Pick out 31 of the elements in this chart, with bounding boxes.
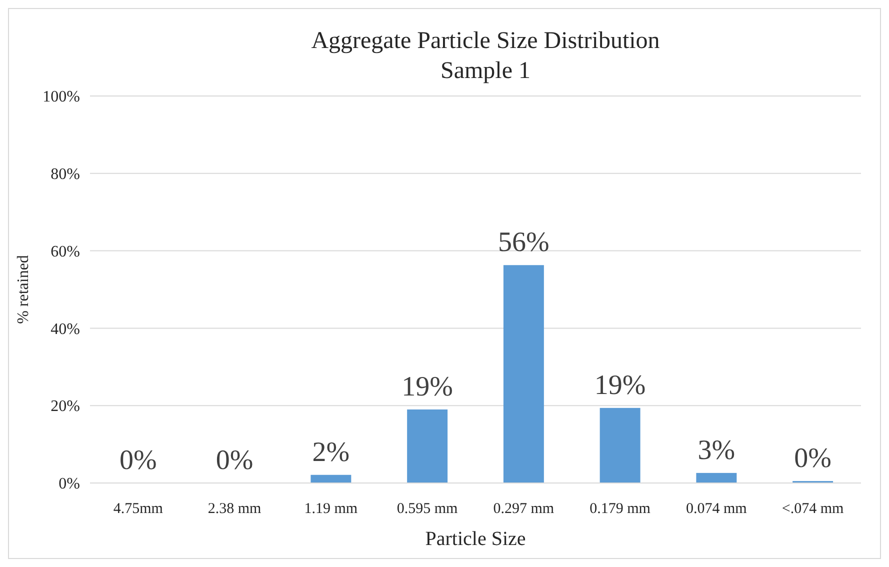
x-tick-label: 1.19 mm [304, 501, 358, 517]
bar [503, 265, 544, 483]
bar [310, 474, 352, 483]
y-tick-label: 40% [50, 320, 80, 338]
chart-subtitle: Sample 1 [440, 58, 530, 84]
data-label: 0% [794, 443, 832, 474]
data-label: 19% [594, 370, 646, 401]
x-tick-label: 0.595 mm [396, 501, 458, 517]
x-tick-label: <.074 mm [782, 501, 844, 517]
y-tick-label: 0% [58, 476, 80, 493]
bar [600, 408, 640, 483]
data-label: 0% [120, 445, 157, 476]
data-label: 3% [698, 434, 736, 466]
x-tick-label: 2.38 mm [208, 501, 262, 517]
data-label: 2% [312, 436, 350, 468]
x-tick-label: 4.75mm [113, 501, 164, 517]
data-label: 56% [498, 227, 550, 258]
bar [407, 409, 448, 483]
chart-title: Aggregate Particle Size Distribution [311, 28, 660, 54]
x-axis-title: Particle Size [425, 528, 526, 550]
y-tick-label: 100% [42, 88, 80, 106]
data-label: 0% [216, 445, 254, 476]
y-tick-label: 80% [50, 166, 80, 183]
y-tick-label: 60% [50, 243, 80, 260]
x-tick-label: 0.179 mm [590, 501, 651, 517]
data-label: 19% [402, 371, 453, 402]
y-axis-title: % retained [15, 255, 32, 324]
y-tick-label: 20% [50, 398, 80, 416]
x-tick-label: 0.297 mm [493, 501, 554, 517]
bar [696, 472, 737, 483]
x-tick-label: 0.074 mm [686, 501, 748, 517]
